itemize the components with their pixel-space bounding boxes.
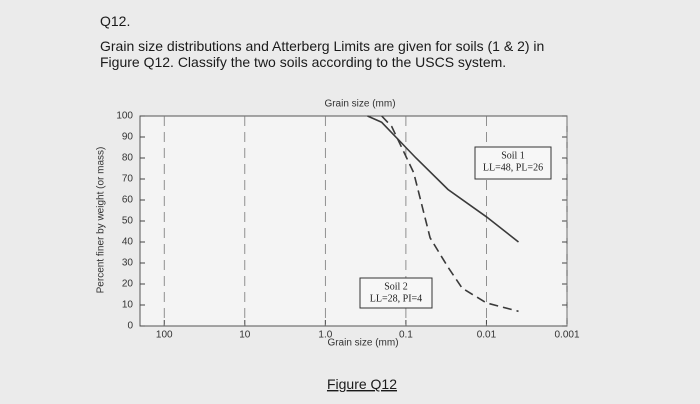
y-tick-label: 90 [122, 132, 134, 143]
series-line [367, 115, 519, 243]
x-tick-label: 0.001 [554, 330, 579, 341]
y-tick-label: 10 [122, 300, 134, 311]
annotation-text: LL=48, PL=26 [483, 162, 543, 173]
annotation-text: LL=28, PI=4 [370, 293, 422, 304]
y-tick-label: 80 [122, 153, 134, 164]
x-axis-label: Grain size (mm) [327, 338, 398, 349]
y-tick-label: 40 [122, 237, 134, 248]
x-tick-label: 10 [239, 330, 251, 341]
y-tick-label: 0 [127, 321, 133, 332]
question-line: Grain size distributions and Atterberg L… [100, 38, 544, 54]
figure-caption: Figure Q12 [327, 376, 397, 392]
y-axis-label: Percent finer by weight (or mass) [96, 147, 107, 294]
annotation-box [474, 146, 552, 180]
series-line [381, 115, 519, 313]
x-tick-label: 100 [156, 330, 173, 341]
x-tick-label: 0.01 [477, 330, 497, 341]
y-tick-label: 100 [116, 111, 133, 122]
annotation-box [359, 277, 433, 309]
question-line: Figure Q12. Classify the two soils accor… [100, 54, 506, 70]
y-tick-label: 70 [122, 174, 134, 185]
x-tick-label: 0.1 [399, 330, 413, 341]
y-tick-label: 30 [122, 258, 134, 269]
question-number: Q12. [100, 13, 130, 29]
y-tick-label: 60 [122, 195, 134, 206]
top-axis-label: Grain size (mm) [324, 99, 395, 110]
y-tick-label: 50 [122, 216, 134, 227]
x-tick-label: 1.0 [318, 330, 332, 341]
y-tick-label: 20 [122, 279, 134, 290]
annotation-text: Soil 1 [501, 150, 525, 161]
annotation-text: Soil 2 [384, 281, 408, 292]
